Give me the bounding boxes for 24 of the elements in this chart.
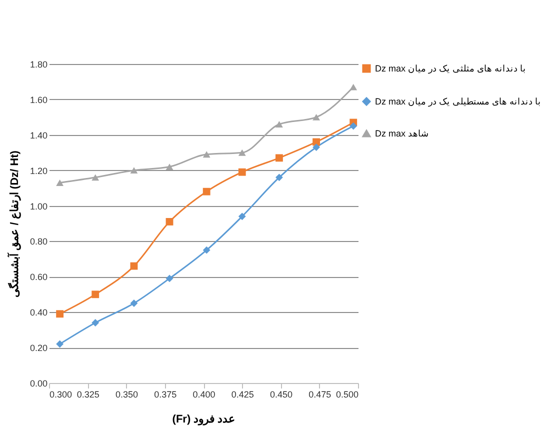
- x-tick-label: 0.500: [336, 390, 358, 400]
- y-tick-label: 1.80: [30, 60, 48, 70]
- x-tick-label: 0.300: [50, 390, 72, 400]
- y-tick-label: 1.60: [30, 94, 48, 105]
- y-tick-label: 1.20: [30, 166, 48, 176]
- x-tick-label: 0.425: [231, 390, 254, 400]
- y-tick-label: 0.60: [30, 272, 48, 282]
- x-tick-label: 0.400: [192, 390, 216, 400]
- legend-label: Dz max با دندانه های مثلثی یک در میان: [375, 64, 526, 74]
- x-tick-label: 0.350: [115, 390, 138, 400]
- x-tick-label: 0.475: [308, 390, 332, 400]
- y-tick-label: 0.80: [30, 236, 48, 247]
- y-axis-title: ارتفاع / عمق آبشستگی (Dz/ Ht): [6, 150, 21, 298]
- y-tick-label: 1.40: [30, 130, 48, 140]
- legend-label: Dz max شاهد: [375, 128, 430, 138]
- x-tick-label: 0.375: [154, 390, 177, 400]
- y-tick-label: 0.20: [30, 343, 48, 354]
- x-axis-title: (Fr) عدد فرود: [172, 414, 236, 426]
- x-tick-label: 0.325: [76, 390, 100, 400]
- y-tick-label: 0.40: [30, 308, 48, 318]
- x-tick-label: 0.450: [270, 390, 293, 400]
- legend-label: Dz max با دندانه های مستطیلی یک در میان: [375, 96, 542, 108]
- y-tick-label: 0.00: [30, 378, 48, 388]
- y-tick-label: 1.00: [30, 201, 48, 212]
